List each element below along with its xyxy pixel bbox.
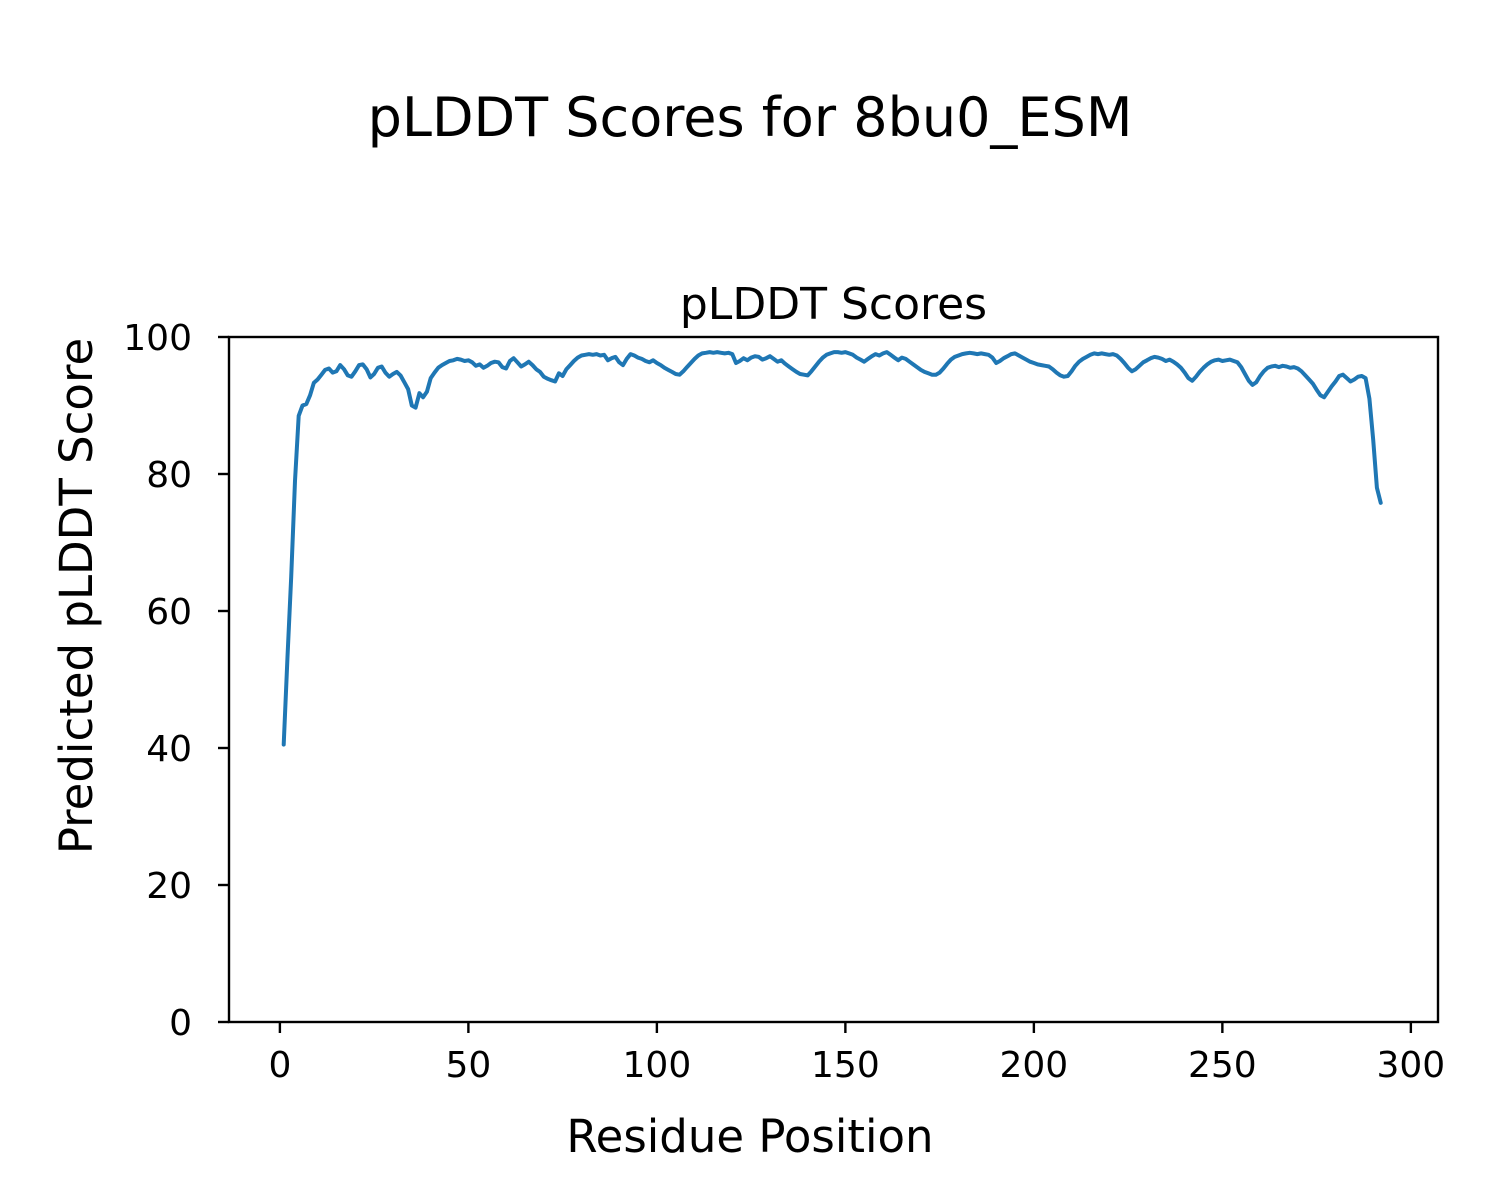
x-tick-label: 150	[811, 1045, 880, 1086]
axes-title: pLDDT Scores	[679, 279, 988, 330]
x-axis-label: Residue Position	[566, 1110, 934, 1163]
x-tick-label: 0	[268, 1045, 292, 1086]
y-tick-label: 20	[146, 866, 192, 907]
y-axis-label: Predicted pLDDT Score	[50, 337, 103, 855]
x-tick-label: 50	[445, 1045, 492, 1086]
y-tick-label: 100	[123, 318, 192, 359]
x-tick-label: 250	[1188, 1045, 1257, 1086]
y-tick-label: 80	[146, 455, 192, 496]
y-tick-label: 0	[169, 1003, 192, 1044]
x-tick-label: 300	[1376, 1045, 1446, 1086]
axis-tick-marks	[218, 335, 1413, 1033]
x-tick-label: 100	[622, 1045, 692, 1086]
plddt-line	[281, 350, 1383, 747]
plot-border	[227, 335, 1440, 1024]
x-tick-label: 200	[999, 1045, 1069, 1086]
y-tick-label: 40	[146, 729, 192, 770]
figure-suptitle: pLDDT Scores for 8bu0_ESM	[367, 86, 1133, 149]
y-tick-label: 60	[146, 592, 192, 633]
